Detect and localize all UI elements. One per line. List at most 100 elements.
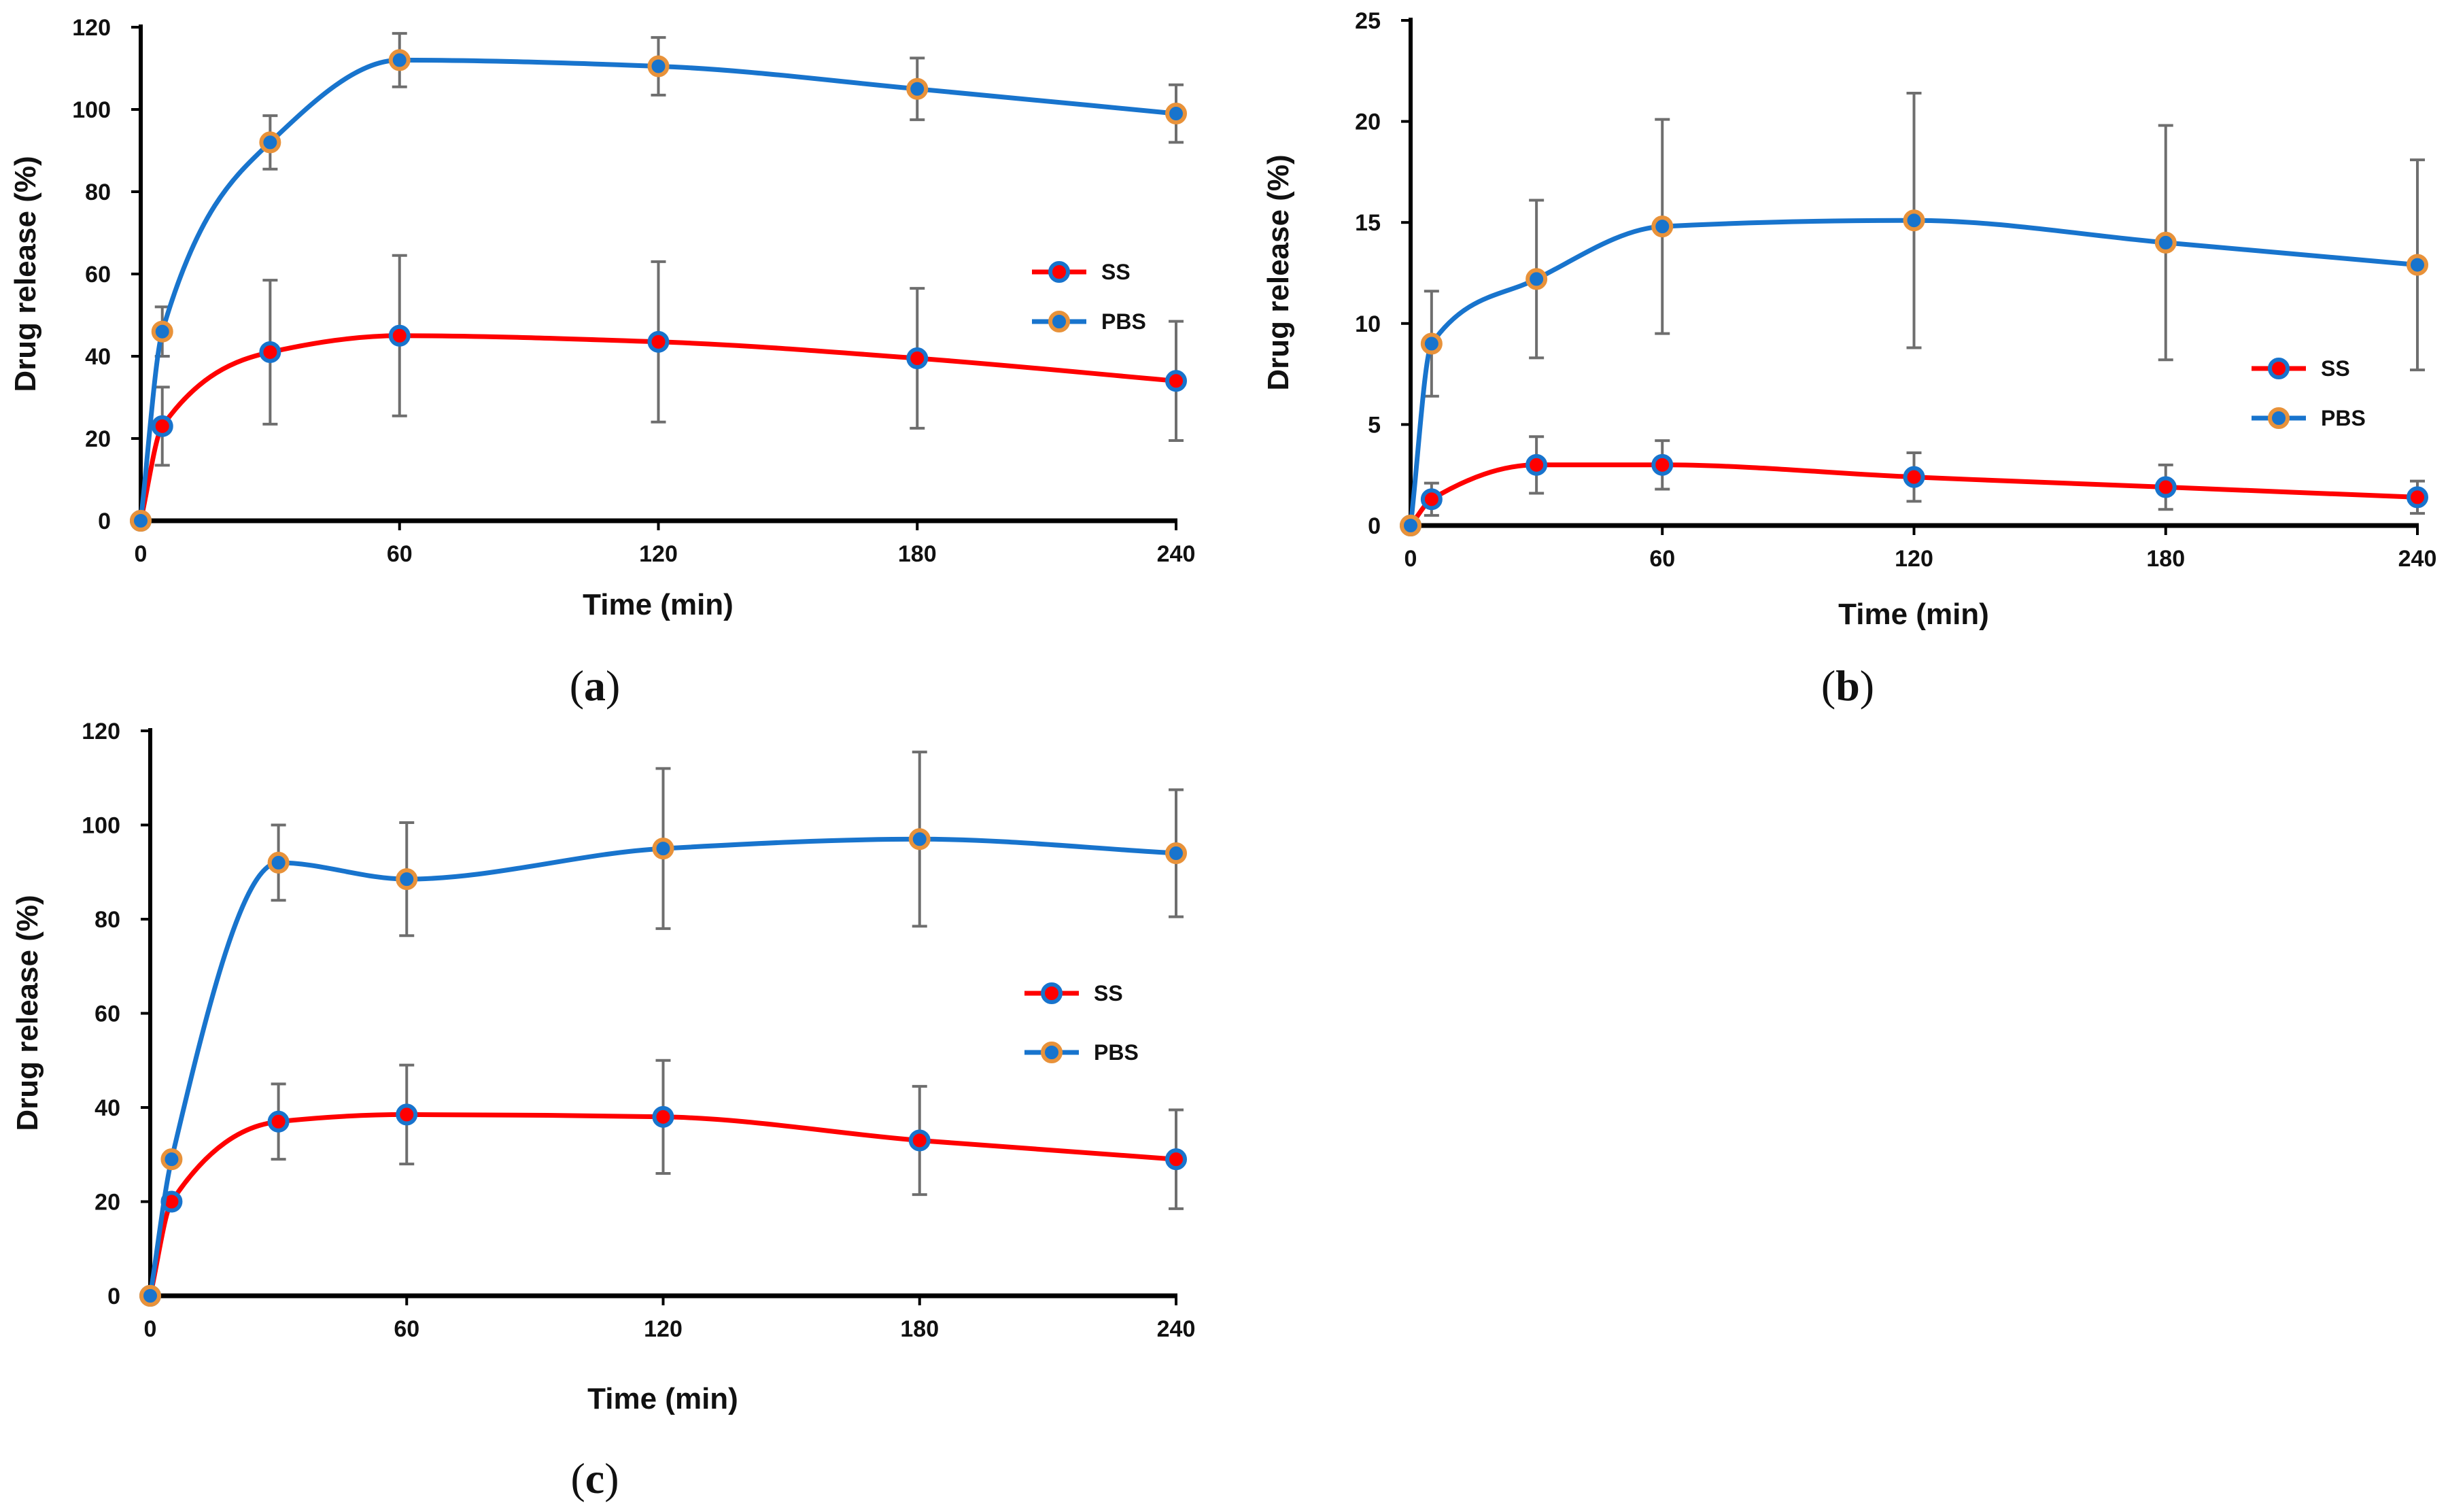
x-tick-label: 0 [135,541,148,567]
y-tick-label: 60 [94,1001,120,1027]
data-point [396,868,418,891]
data-point [130,510,152,532]
data-point [906,78,929,100]
panel-label-close: ) [1860,662,1874,710]
data-point [1420,488,1443,511]
data-point [259,341,281,363]
x-axis-title: Time (min) [1838,598,1989,631]
legend-label-ss: SS [1101,260,1131,284]
y-tick-label: 60 [85,262,111,288]
data-point [160,1148,183,1171]
panel-label: (c) [570,1454,619,1502]
legend-swatch-marker [1048,311,1070,332]
data-point [652,1105,674,1128]
y-axis-title: Drug release (%) [9,156,42,392]
y-tick-label: 10 [1355,311,1381,337]
y-tick-label: 40 [85,344,111,370]
legend-swatch-marker [2268,407,2290,429]
data-point [2407,486,2428,509]
y-axis-title: Drug release (%) [11,895,44,1131]
panel-label-open: ( [570,1454,585,1502]
series-ss [1400,435,2428,536]
data-point [647,330,670,353]
data-point [151,320,173,343]
data-point [1903,466,1925,488]
y-tick-label: 5 [1368,412,1381,438]
data-point [908,828,931,850]
series-line-ss [138,333,1179,523]
data-point [1420,332,1443,355]
panel-label-open: ( [570,662,584,710]
legend-swatch-marker [1041,982,1063,1004]
y-tick-label: 15 [1355,210,1381,236]
data-point [906,347,929,370]
chart-panel-b: 0 5 10 15 20 25 0 60 120 180 240 Time (min) Drug rel… [1262,8,2436,710]
data-point [396,1103,418,1126]
x-tick-label: 120 [639,541,678,567]
panel-label-letter: b [1835,662,1860,710]
x-tick-label: 120 [644,1316,683,1342]
legend-label-ss: SS [2321,356,2350,381]
x-tick-label: 180 [898,541,937,567]
legend-label-pbs: PBS [2321,406,2366,430]
y-tick-label: 20 [85,426,111,452]
series-line-ss [1408,462,2420,528]
data-point [647,55,670,78]
data-point [267,851,290,874]
data-point [1165,1148,1187,1171]
data-point [267,1110,290,1133]
y-tick-label: 0 [98,509,111,534]
y-tick-label: 80 [94,907,120,933]
series-pbs [130,32,1187,532]
y-tick-label: 20 [94,1190,120,1216]
legend-swatch-marker [1048,261,1070,283]
x-tick-label: 60 [387,541,413,567]
series-pbs [1400,91,2428,536]
legend: SS PBS [1024,981,1139,1065]
panel-label-letter: c [585,1454,604,1502]
panel-label: (a) [570,662,621,710]
chart-panel-c: 0 20 40 60 80 100 120 0 60 120 180 240 Time (min) Dru… [11,719,1195,1502]
y-tick-label: 100 [82,813,120,839]
y-tick-label: 20 [1355,109,1381,135]
data-point [2154,476,2177,498]
data-point [1165,842,1187,865]
legend-label-pbs: PBS [1094,1040,1139,1065]
x-tick-label: 180 [900,1316,939,1342]
y-tick-label: 80 [85,179,111,205]
y-tick-label: 0 [1368,513,1381,539]
data-point [1525,453,1548,476]
x-axis-title: Time (min) [583,588,734,621]
legend: SS PBS [1032,260,1146,334]
y-tick-label: 100 [72,97,111,123]
panel-label-letter: a [584,662,606,710]
x-tick-label: 120 [1895,546,1933,572]
panel-label-open: ( [1821,662,1835,710]
y-tick-label: 40 [94,1095,120,1121]
panel-label: (b) [1821,662,1874,710]
chart-panel-a: 0 20 40 60 80 100 120 0 60 120 180 240 Time (min) Dru… [9,15,1195,710]
data-point [151,415,173,437]
x-tick-label: 180 [2146,546,2185,572]
x-tick-label: 240 [1157,541,1196,567]
data-point [1400,515,1421,536]
series-line-ss [148,1112,1179,1299]
legend-label-ss: SS [1094,981,1123,1006]
data-point [388,49,411,71]
x-axis-title: Time (min) [587,1382,738,1415]
x-tick-label: 60 [1649,546,1675,572]
data-point [1651,453,1674,476]
y-tick-label: 0 [107,1284,120,1309]
legend: SS PBS [2252,356,2366,430]
y-tick-label: 120 [82,719,120,744]
data-point [139,1285,161,1307]
data-point [2154,231,2177,254]
series-pbs [139,751,1187,1307]
legend-swatch-marker [2268,358,2290,379]
data-point [259,131,281,154]
series-ss [139,1059,1187,1307]
panel-label-close: ) [606,662,620,710]
data-point [388,324,411,347]
x-tick-label: 60 [394,1316,419,1342]
y-axis-title: Drug release (%) [1262,154,1295,390]
